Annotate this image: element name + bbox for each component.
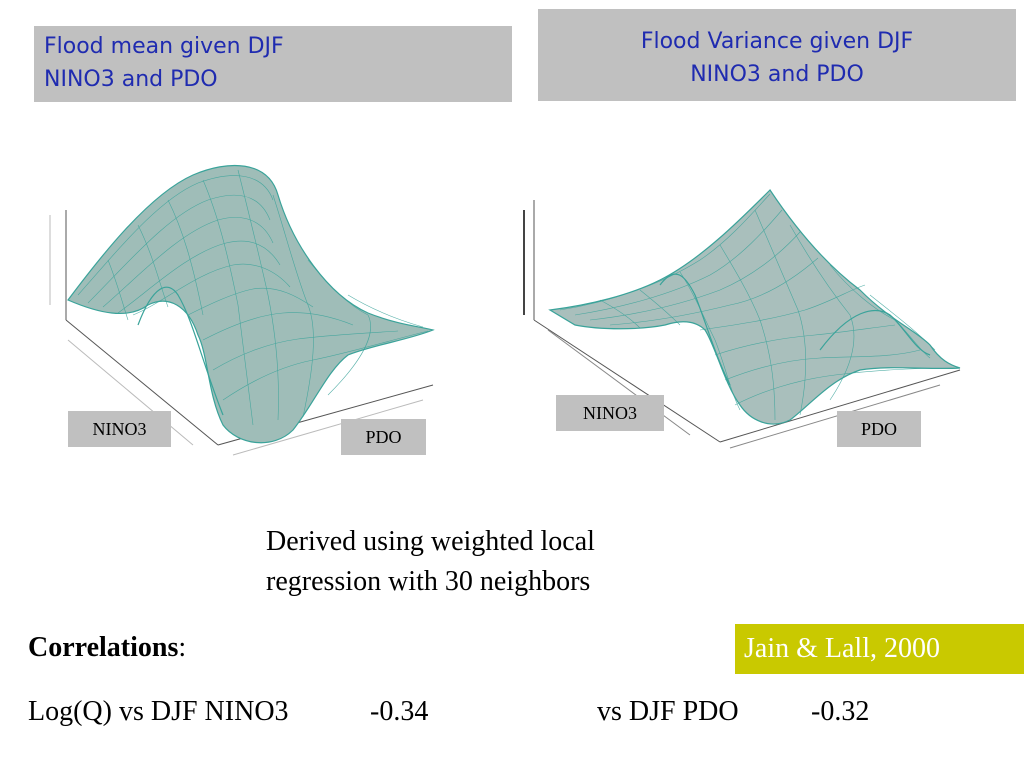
method-description: Derived using weighted local regression … <box>266 522 595 602</box>
stat-nino3-value: -0.34 <box>370 696 429 727</box>
stat-pdo-value: -0.32 <box>811 696 870 727</box>
correlations-heading: Correlations: <box>28 632 186 664</box>
method-description-line2: regression with 30 neighbors <box>266 566 591 597</box>
citation-badge: Jain & Lall, 2000 <box>735 624 1024 674</box>
flood-variance-surface-plot <box>523 189 961 449</box>
plot-left-pdo-label: PDO <box>341 419 426 455</box>
title-flood-variance-line1: Flood Variance given DJF <box>640 29 914 54</box>
plot-right-pdo-label: PDO <box>837 411 921 447</box>
title-flood-mean-line2: NINO3 and PDO <box>44 67 218 92</box>
correlations-heading-text: Correlations <box>28 632 179 663</box>
title-flood-mean-line1: Flood mean given DJF <box>44 34 284 59</box>
method-description-line1: Derived using weighted local <box>266 526 595 557</box>
plot-right-axes <box>523 200 961 449</box>
stat-pdo-label: vs DJF PDO <box>597 696 739 727</box>
flood-mean-surface-plot <box>49 164 435 456</box>
title-flood-mean: Flood mean given DJF NINO3 and PDO <box>34 26 512 102</box>
plot-left-nino3-label: NINO3 <box>68 411 171 447</box>
plot-right-nino3-label: NINO3 <box>556 395 664 431</box>
title-flood-variance: Flood Variance given DJF NINO3 and PDO <box>538 9 1016 101</box>
correlations-heading-colon: : <box>178 632 187 663</box>
plot-left-surface <box>67 164 435 444</box>
stat-nino3-label: Log(Q) vs DJF NINO3 <box>28 696 289 727</box>
plot-right-surface <box>548 189 961 425</box>
title-flood-variance-line2: NINO3 and PDO <box>690 62 864 87</box>
